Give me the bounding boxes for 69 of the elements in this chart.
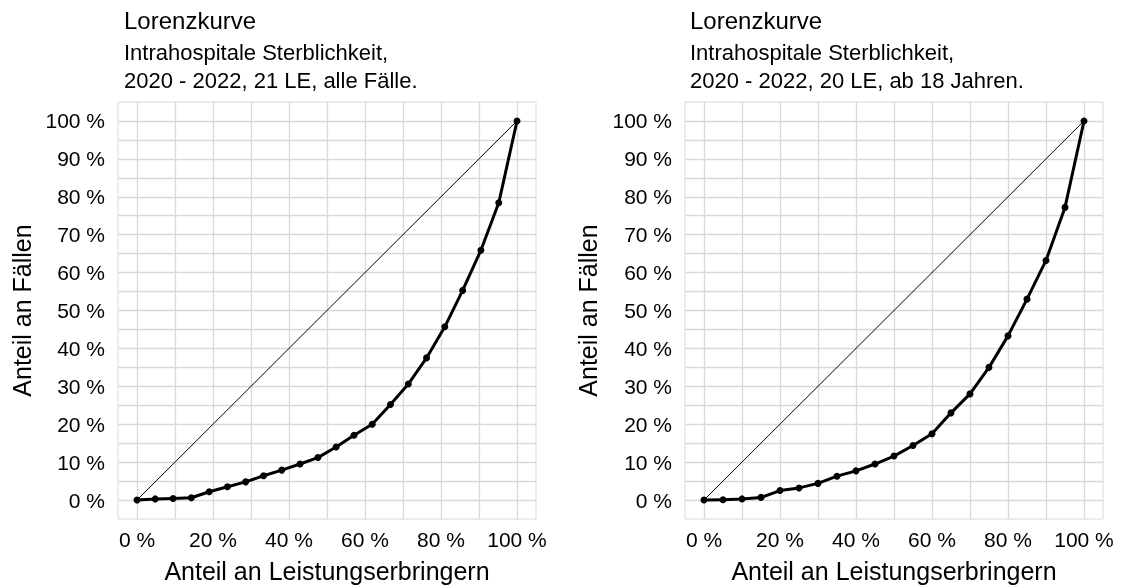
y-tick-label: 20 % bbox=[624, 412, 672, 436]
y-axis-title: Anteil an Fällen bbox=[8, 224, 37, 397]
y-tick-label: 20 % bbox=[57, 412, 105, 436]
point bbox=[909, 441, 917, 449]
y-tick-label: 70 % bbox=[624, 223, 672, 247]
point bbox=[223, 483, 231, 491]
y-tick-label: 60 % bbox=[57, 261, 105, 285]
y-tick-label: 10 % bbox=[624, 450, 672, 474]
point bbox=[441, 323, 449, 331]
y-tick-label: 0 % bbox=[635, 488, 672, 512]
x-tick-label: 60 % bbox=[341, 528, 389, 551]
point bbox=[260, 472, 268, 480]
y-tick-label: 50 % bbox=[624, 299, 672, 322]
point bbox=[314, 454, 322, 462]
x-tick-label: 100 % bbox=[487, 528, 547, 551]
point bbox=[477, 246, 485, 254]
point bbox=[459, 286, 467, 294]
point bbox=[242, 478, 250, 486]
point bbox=[205, 488, 213, 496]
y-axis-title: Anteil an Fällen bbox=[573, 224, 602, 397]
point bbox=[423, 354, 431, 362]
x-tick-label: 80 % bbox=[984, 528, 1032, 551]
point bbox=[495, 199, 503, 207]
point bbox=[350, 431, 358, 439]
chart-title: Lorenzkurve bbox=[690, 6, 823, 34]
point bbox=[278, 466, 286, 474]
y-tick-label: 0 % bbox=[68, 488, 105, 512]
x-tick-label: 100 % bbox=[1054, 528, 1114, 551]
point bbox=[719, 496, 727, 504]
y-tick-label: 30 % bbox=[624, 374, 672, 398]
point bbox=[985, 363, 993, 371]
point bbox=[169, 495, 177, 503]
point bbox=[1061, 203, 1069, 211]
point bbox=[404, 380, 412, 388]
point bbox=[386, 401, 394, 409]
point bbox=[928, 430, 936, 438]
y-tick-label: 90 % bbox=[57, 147, 105, 171]
y-tick-label: 30 % bbox=[57, 374, 105, 398]
y-tick-label: 90 % bbox=[624, 147, 672, 171]
x-tick-label: 0 % bbox=[685, 528, 723, 551]
x-tick-label: 60 % bbox=[908, 528, 956, 551]
point bbox=[757, 493, 765, 501]
point bbox=[187, 494, 195, 502]
x-tick-label: 0 % bbox=[118, 528, 156, 551]
y-tick-label: 40 % bbox=[57, 336, 105, 360]
x-axis-title: Anteil an Leistungserbringern bbox=[731, 556, 1057, 585]
y-tick-label: 100 % bbox=[45, 109, 105, 133]
point bbox=[368, 420, 376, 428]
x-tick-label: 40 % bbox=[832, 528, 880, 551]
point bbox=[776, 487, 784, 495]
y-tick-label: 70 % bbox=[57, 223, 105, 247]
y-tick-label: 80 % bbox=[57, 185, 105, 209]
x-tick-label: 20 % bbox=[189, 528, 237, 551]
y-tick-label: 50 % bbox=[57, 299, 105, 322]
y-tick-label: 60 % bbox=[624, 261, 672, 285]
y-tick-label: 10 % bbox=[57, 450, 105, 474]
point bbox=[151, 495, 159, 503]
y-tick-label: 80 % bbox=[624, 185, 672, 209]
x-tick-label: 20 % bbox=[756, 528, 804, 551]
chart-subtitle: Intrahospitale Sterblichkeit, 2020 - 2022, 21 LE, alle Fälle. bbox=[124, 39, 418, 93]
chart-subtitle: Intrahospitale Sterblichkeit, 2020 - 2022, 20 LE, ab 18 Jahren. bbox=[690, 39, 1024, 93]
x-tick-label: 80 % bbox=[417, 528, 465, 551]
chart-title: Lorenzkurve bbox=[124, 6, 257, 34]
point bbox=[814, 479, 822, 487]
y-tick-label: 100 % bbox=[612, 109, 672, 133]
y-tick-label: 40 % bbox=[624, 336, 672, 360]
x-tick-label: 40 % bbox=[265, 528, 313, 551]
x-axis-title: Anteil an Leistungserbringern bbox=[164, 556, 490, 585]
point bbox=[1042, 256, 1050, 264]
